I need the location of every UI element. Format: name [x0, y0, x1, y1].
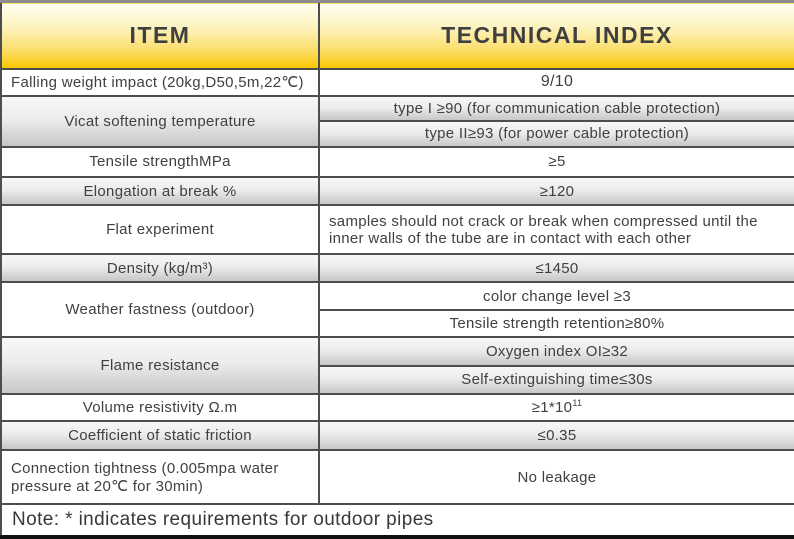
item-falling-weight-impact: Falling weight impact (20kg,D50,5m,22℃) — [0, 67, 320, 97]
value-volume-resistivity-base: ≥1*10 — [531, 399, 573, 417]
table-row: Volume resistivity Ω.m ≥1*1011 — [0, 392, 794, 423]
item-vicat-softening-temperature: Vicat softening temperature — [0, 94, 320, 148]
item-density: Density (kg/m³) — [0, 253, 320, 284]
table-row: type II≥93 (for power cable protection) — [1, 120, 794, 148]
value-oxygen-index: Oxygen index OI≥32 — [318, 336, 794, 367]
value-volume-resistivity-exponent: 11 — [572, 398, 583, 409]
table-row: Connection tightness (0.005mpa water pre… — [0, 448, 794, 506]
note-text: Note: * indicates requirements for outdo… — [0, 503, 794, 538]
note-row: Note: * indicates requirements for outdo… — [0, 503, 794, 538]
header-item: ITEM — [0, 0, 320, 70]
table-row: Self-extinguishing time≤30s — [1, 364, 794, 395]
table-row: Density (kg/m³) ≤1450 — [0, 253, 794, 284]
value-falling-weight-impact: 9/10 — [318, 67, 794, 97]
value-flat-experiment: samples should not crack or break when c… — [318, 204, 794, 256]
item-elongation-at-break: Elongation at break % — [0, 175, 320, 207]
item-volume-resistivity: Volume resistivity Ω.m — [0, 392, 320, 423]
table-row: Flame resistance Oxygen index OI≥32 — [0, 336, 794, 395]
header-technical-index: TECHNICAL INDEX — [318, 0, 794, 70]
value-color-change-level: color change level ≥3 — [318, 281, 794, 311]
value-coefficient-static-friction: ≤0.35 — [318, 420, 794, 451]
value-connection-tightness: No leakage — [318, 448, 794, 506]
value-self-extinguishing-time: Self-extinguishing time≤30s — [318, 364, 794, 395]
table-row: Coefficient of static friction ≤0.35 — [0, 420, 794, 451]
item-weather-fastness: Weather fastness (outdoor) — [0, 281, 320, 339]
item-coefficient-static-friction: Coefficient of static friction — [0, 420, 320, 451]
table-row: Flat experiment samples should not crack… — [0, 204, 794, 256]
table-row: Elongation at break % ≥120 — [0, 175, 794, 207]
value-density: ≤1450 — [318, 253, 794, 284]
item-flame-resistance: Flame resistance — [0, 336, 320, 395]
value-vicat-type-1: type I ≥90 (for communication cable prot… — [318, 94, 794, 123]
value-vicat-type-2: type II≥93 (for power cable protection) — [318, 120, 794, 148]
item-flat-experiment: Flat experiment — [0, 204, 320, 256]
value-elongation-at-break: ≥120 — [318, 175, 794, 207]
value-volume-resistivity: ≥1*1011 — [318, 392, 794, 423]
table-header-row: ITEM TECHNICAL INDEX — [0, 0, 794, 70]
item-tensile-strength: Tensile strengthMPa — [0, 145, 320, 178]
table-row: Weather fastness (outdoor) color change … — [0, 281, 794, 339]
table-row: Falling weight impact (20kg,D50,5m,22℃) … — [0, 67, 794, 97]
table-row: Vicat softening temperature type I ≥90 (… — [0, 94, 794, 148]
item-connection-tightness: Connection tightness (0.005mpa water pre… — [0, 448, 320, 506]
table-row: Tensile strengthMPa ≥5 — [0, 145, 794, 178]
value-tensile-strength: ≥5 — [318, 145, 794, 178]
value-tensile-strength-retention: Tensile strength retention≥80% — [318, 308, 794, 339]
